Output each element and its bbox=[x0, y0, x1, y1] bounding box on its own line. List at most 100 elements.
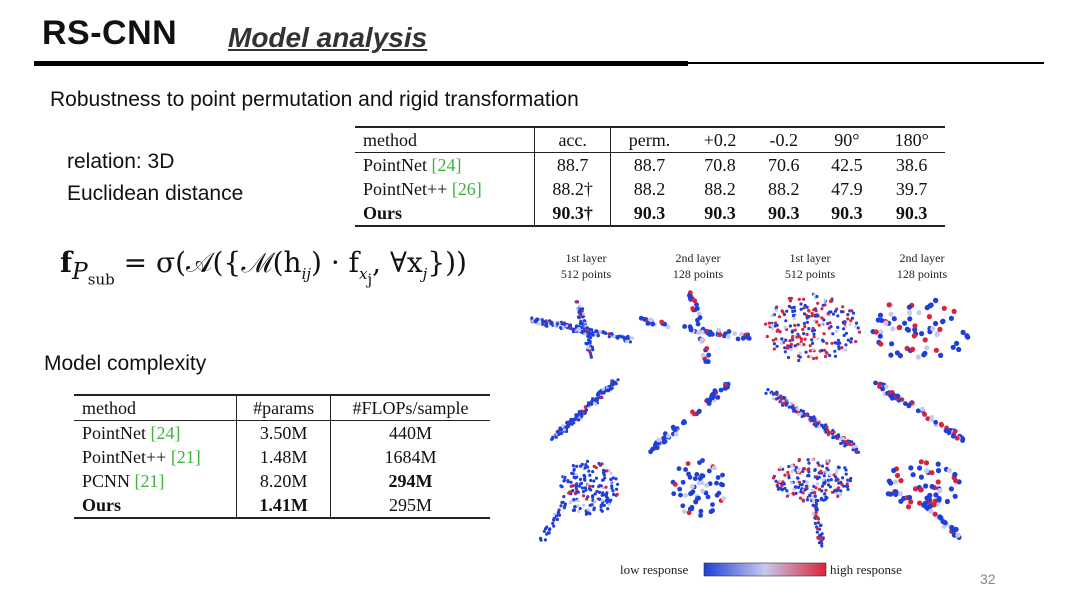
aggregation-formula: fPsub = σ(𝒜({ℳ(hij) · fxj, ∀xj})) bbox=[60, 246, 467, 288]
formula-rhs: = σ(𝒜({ℳ(h bbox=[123, 246, 302, 279]
column-header: method bbox=[355, 127, 536, 153]
column-header: #FLOPs/sample bbox=[352, 398, 469, 418]
layer-points-label: 512 points bbox=[561, 267, 612, 281]
airplane-wing-2nd-layer bbox=[687, 290, 712, 365]
layer-label: 2nd layer bbox=[900, 251, 945, 265]
page-number: 32 bbox=[980, 571, 996, 587]
method-name: PointNet bbox=[82, 423, 151, 443]
lamp-stem-1st-layer bbox=[808, 493, 825, 548]
method-cell: PointNet [24] bbox=[355, 152, 536, 177]
value-cell: 90.3 bbox=[704, 203, 736, 223]
slide-title: RS-CNN bbox=[42, 14, 178, 52]
guitar-1st-layer bbox=[550, 378, 620, 441]
table-row: PCNN [21] 8.20M 294M bbox=[74, 469, 490, 493]
title-divider-thin bbox=[688, 62, 1044, 64]
table-row: PointNet [24] 88.7 88.7 70.8 70.6 42.5 38.6 bbox=[355, 152, 945, 177]
flops-cell: 295M bbox=[389, 495, 433, 515]
citation-link[interactable]: [21] bbox=[170, 447, 201, 467]
method-name: PointNet++ bbox=[363, 179, 452, 199]
formula-rhs-mid: ) · f bbox=[311, 246, 360, 279]
column-header: perm. bbox=[628, 130, 671, 150]
slide-subtitle: Model analysis bbox=[228, 22, 428, 53]
robustness-heading: Robustness to point permutation and rigi… bbox=[50, 88, 579, 111]
citation-link[interactable]: [21] bbox=[134, 471, 165, 491]
response-colorbar bbox=[703, 562, 827, 577]
value-cell: 47.9 bbox=[831, 179, 863, 199]
table-header-row: method acc. perm. +0.2 -0.2 90° 180° bbox=[355, 127, 945, 153]
guitar-1st-layer-b bbox=[764, 388, 861, 455]
layer-label: 1st layer bbox=[790, 251, 831, 265]
point-cloud-figure: 1st layer 512 points 2nd layer 128 point… bbox=[530, 251, 971, 577]
formula-rhs-sub2: x bbox=[359, 264, 368, 283]
method-name: Ours bbox=[82, 495, 122, 515]
layer-points-label: 128 points bbox=[673, 267, 724, 281]
complexity-heading: Model complexity bbox=[44, 352, 207, 375]
value-cell: 90.3 bbox=[895, 203, 928, 223]
method-cell: PCNN [21] bbox=[74, 469, 238, 493]
car-2nd-layer bbox=[870, 297, 971, 360]
layer-points-label: 128 points bbox=[897, 267, 948, 281]
table-1st-layer bbox=[559, 459, 620, 516]
column-header: 180° bbox=[894, 130, 929, 150]
citation-link[interactable]: [26] bbox=[451, 179, 482, 199]
complexity-table: method #params #FLOPs/sample PointNet [2… bbox=[74, 394, 490, 519]
citation-link[interactable]: [24] bbox=[431, 155, 462, 175]
relation-label-line2: Euclidean distance bbox=[67, 182, 244, 205]
column-header: acc. bbox=[534, 127, 612, 153]
airplane-2nd-layer bbox=[638, 315, 752, 342]
column-header: #params bbox=[236, 395, 332, 421]
params-cell: 1.48M bbox=[236, 445, 332, 469]
value-cell: 90.3† bbox=[534, 201, 612, 226]
airplane-wing-1st-layer bbox=[574, 300, 595, 359]
layer-label: 2nd layer bbox=[676, 251, 721, 265]
citation-link[interactable]: [24] bbox=[150, 423, 181, 443]
table-row: Ours 1.41M 295M bbox=[74, 493, 490, 518]
table-row: PointNet++ [26] 88.2† 88.2 88.2 88.2 47.9 39.7 bbox=[355, 177, 945, 201]
params-cell: 8.20M bbox=[236, 469, 332, 493]
value-cell: 88.7 bbox=[534, 152, 612, 177]
lamp-2nd-layer bbox=[885, 459, 962, 512]
legend-low-label: low response bbox=[620, 562, 688, 577]
method-cell: PointNet [24] bbox=[74, 420, 238, 445]
lamp-stem-2nd-layer bbox=[922, 500, 962, 540]
value-cell: 70.8 bbox=[704, 155, 736, 175]
formula-rhs-close: })) bbox=[427, 246, 467, 279]
table-row: PointNet++ [21] 1.48M 1684M bbox=[74, 445, 490, 469]
flops-cell: 440M bbox=[389, 423, 433, 443]
legend-high-label: high response bbox=[830, 562, 902, 577]
table-leg-1st-layer bbox=[538, 500, 567, 542]
guitar-2nd-layer-b bbox=[873, 380, 966, 443]
value-cell: 88.2† bbox=[534, 177, 612, 201]
formula-lhs-subsub: sub bbox=[87, 270, 115, 289]
value-cell: 88.2 bbox=[633, 179, 666, 199]
method-cell: PointNet++ [26] bbox=[355, 177, 536, 201]
value-cell: 90.3 bbox=[633, 203, 666, 223]
formula-rhs-sub2b: j bbox=[367, 270, 373, 289]
column-header: 90° bbox=[834, 130, 860, 150]
value-cell: 90.3 bbox=[831, 203, 863, 223]
method-name: Ours bbox=[363, 203, 403, 223]
lamp-1st-layer bbox=[771, 457, 853, 503]
column-header: +0.2 bbox=[703, 130, 737, 150]
layer-label: 1st layer bbox=[566, 251, 607, 265]
title-divider bbox=[34, 61, 688, 66]
params-cell: 1.41M bbox=[236, 493, 332, 518]
relation-label-line1: relation: 3D bbox=[67, 150, 175, 173]
params-cell: 3.50M bbox=[236, 420, 332, 445]
formula-lhs: f bbox=[60, 246, 73, 279]
method-name: PointNet++ bbox=[82, 447, 171, 467]
value-cell: 88.7 bbox=[633, 155, 666, 175]
point-clouds bbox=[530, 290, 971, 548]
value-cell: 88.2 bbox=[768, 179, 800, 199]
method-cell: PointNet++ [21] bbox=[74, 445, 238, 469]
value-cell: 88.2 bbox=[704, 179, 736, 199]
formula-rhs-end: , ∀x bbox=[372, 246, 423, 279]
flops-cell: 294M bbox=[388, 471, 433, 491]
method-name: PCNN bbox=[82, 471, 135, 491]
layer-points-label: 512 points bbox=[785, 267, 836, 281]
value-cell: 42.5 bbox=[831, 155, 863, 175]
flops-cell: 1684M bbox=[384, 447, 437, 467]
guitar-2nd-layer bbox=[648, 381, 731, 455]
value-cell: 39.7 bbox=[895, 179, 928, 199]
formula-lhs-sub: P bbox=[72, 256, 88, 285]
